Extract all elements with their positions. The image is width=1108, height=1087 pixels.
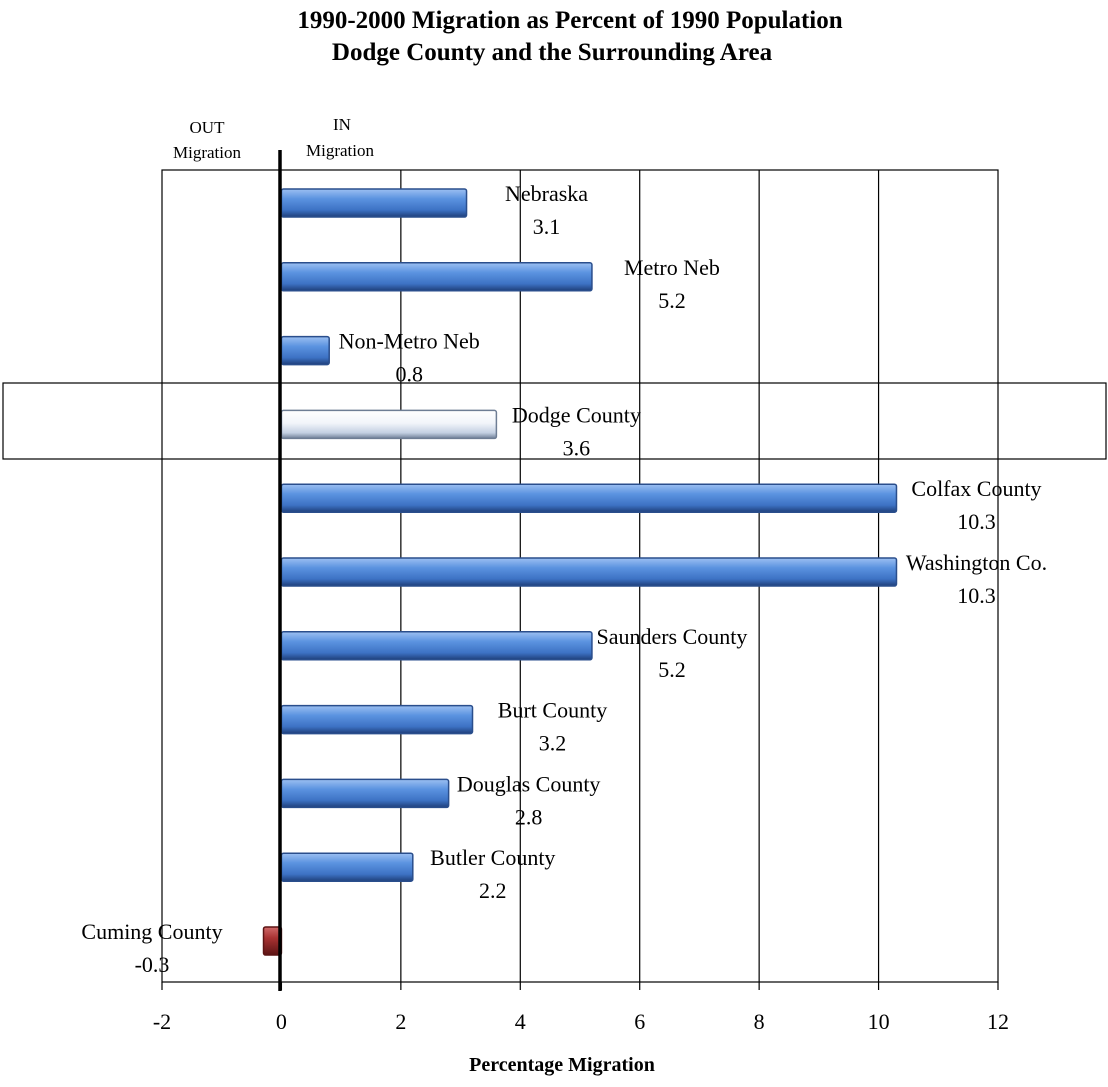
bar-value-label: 3.2 bbox=[539, 731, 567, 756]
bar-value-label: 5.2 bbox=[658, 288, 686, 313]
in-migration-label-bottom: Migration bbox=[306, 141, 374, 160]
chart-title: 1990-2000 Migration as Percent of 1990 P… bbox=[297, 7, 842, 34]
x-axis-ticks: -2 0 2 4 6 8 10 12 bbox=[153, 982, 1009, 1034]
bar-colfax-county bbox=[280, 483, 898, 513]
x-tick-label: -2 bbox=[153, 1009, 171, 1034]
bar-name-label: Non-Metro Neb bbox=[339, 329, 480, 354]
bar-value-label: 10.3 bbox=[957, 583, 996, 608]
out-migration-label-bottom: Migration bbox=[173, 143, 241, 162]
bar-saunders-county bbox=[280, 631, 593, 661]
bar-dodge-county bbox=[280, 409, 498, 440]
bar-value-label: 0.8 bbox=[395, 362, 423, 387]
x-tick-label: 8 bbox=[754, 1009, 765, 1034]
bar-name-label: Saunders County bbox=[596, 624, 747, 649]
bar-name-label: Washington Co. bbox=[906, 550, 1047, 575]
out-migration-label-top: OUT bbox=[190, 118, 226, 137]
bar-name-label: Burt County bbox=[498, 698, 607, 723]
x-tick-label: 12 bbox=[987, 1009, 1009, 1034]
bar-burt-county bbox=[280, 704, 474, 735]
bar-name-label: Butler County bbox=[430, 845, 555, 870]
bar-nebraska bbox=[280, 188, 468, 218]
x-tick-label: 10 bbox=[868, 1009, 890, 1034]
x-tick-label: 0 bbox=[276, 1009, 287, 1034]
bar-name-label: Cuming County bbox=[81, 919, 222, 944]
bar-value-label: 10.3 bbox=[957, 509, 996, 534]
bar-value-label: 2.2 bbox=[479, 878, 507, 903]
bar-washington-co bbox=[280, 557, 898, 587]
dodge-county-highlight-box bbox=[2, 382, 1107, 460]
x-tick-label: 2 bbox=[395, 1009, 406, 1034]
bar-name-label: Colfax County bbox=[911, 476, 1041, 501]
bar-value-label: -0.3 bbox=[135, 952, 170, 977]
bar-value-label: 2.8 bbox=[515, 804, 543, 829]
bar-butler-county bbox=[280, 852, 414, 882]
in-migration-label-top: IN bbox=[333, 115, 351, 134]
bar-labels: Nebraska 3.1 Metro Neb 5.2 Non-Metro Neb 0.8 D… bbox=[81, 181, 1047, 977]
chart-subtitle: Dodge County and the Surrounding Area bbox=[332, 39, 773, 66]
bar-name-label: Metro Neb bbox=[624, 255, 720, 280]
bar-non-metro-neb bbox=[280, 335, 330, 366]
bar-metro-neb bbox=[280, 262, 593, 292]
x-tick-label: 4 bbox=[515, 1009, 526, 1034]
x-tick-label: 6 bbox=[634, 1009, 645, 1034]
plot-area bbox=[161, 169, 999, 983]
x-axis-title: Percentage Migration bbox=[469, 1054, 655, 1076]
bar-value-label: 3.1 bbox=[533, 214, 561, 239]
bar-douglas-county bbox=[280, 778, 450, 809]
bar-name-label: Douglas County bbox=[457, 771, 601, 796]
bar-name-label: Nebraska bbox=[505, 181, 588, 206]
bar-value-label: 5.2 bbox=[658, 657, 686, 682]
bar-value-label: 3.6 bbox=[563, 435, 591, 460]
bars bbox=[262, 188, 898, 956]
bar-name-label: Dodge County bbox=[512, 402, 641, 427]
